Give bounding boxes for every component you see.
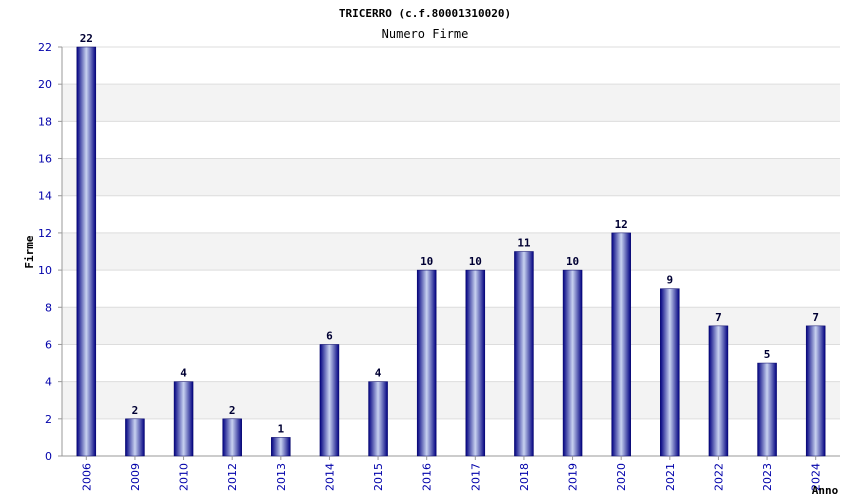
bar	[805, 325, 826, 457]
y-axis-ticks: 0 2 4 6 8 10 12 14 16 18 20 22	[38, 41, 62, 463]
bar	[368, 381, 388, 457]
x-tick-label: 2020	[615, 463, 628, 491]
data-label: 7	[812, 311, 819, 324]
y-tick-label: 18	[38, 115, 52, 128]
data-label: 1	[278, 422, 285, 435]
x-tick-label: 2024	[810, 463, 823, 491]
grid-lines	[62, 46, 840, 457]
data-label: 4	[180, 367, 187, 380]
grid-band	[62, 84, 840, 122]
chart-subtitle: Numero Firme	[382, 27, 469, 41]
chart-title: TRICERRO (c.f.80001310020)	[339, 7, 511, 20]
bar	[562, 269, 583, 457]
bar	[660, 288, 680, 457]
y-tick-label: 16	[38, 153, 52, 166]
y-tick-label: 0	[45, 450, 52, 463]
y-tick-label: 6	[45, 338, 52, 351]
data-label: 2	[229, 404, 236, 417]
data-label: 10	[566, 255, 579, 268]
x-tick-label: 2023	[761, 463, 774, 491]
x-tick-label: 2009	[129, 463, 142, 491]
bar	[271, 437, 291, 457]
bar	[416, 269, 437, 457]
x-tick-label: 2015	[372, 463, 385, 491]
bar	[222, 418, 242, 457]
x-tick-label: 2006	[80, 463, 93, 491]
bar	[757, 362, 777, 457]
x-axis-ticks: 2006 2009 2010 2012 2013 2014 2015 2016 2017 2018…	[80, 456, 823, 491]
data-label: 11	[517, 237, 531, 250]
x-tick-label: 2019	[567, 463, 580, 491]
data-label: 5	[764, 348, 771, 361]
y-tick-label: 8	[45, 301, 52, 314]
y-tick-label: 4	[45, 376, 52, 389]
y-tick-label: 22	[38, 41, 52, 54]
bars	[76, 46, 826, 457]
bar	[465, 269, 486, 457]
bar	[514, 251, 534, 457]
data-label: 22	[80, 32, 93, 45]
data-label: 10	[469, 255, 482, 268]
grid-band	[62, 158, 840, 196]
data-label: 2	[132, 404, 139, 417]
bar	[125, 418, 145, 457]
grid-band	[62, 232, 840, 271]
x-tick-label: 2018	[518, 463, 531, 491]
bar	[173, 381, 194, 457]
x-tick-label: 2012	[226, 463, 239, 491]
x-tick-label: 2013	[275, 463, 288, 491]
x-tick-label: 2022	[712, 463, 725, 491]
y-tick-label: 2	[45, 413, 52, 426]
y-tick-label: 10	[38, 264, 52, 277]
bar	[708, 325, 729, 457]
data-label: 4	[375, 367, 382, 380]
x-tick-label: 2014	[323, 463, 336, 491]
x-tick-label: 2021	[664, 463, 677, 491]
y-axis-label: Firme	[23, 235, 36, 268]
data-label: 7	[715, 311, 722, 324]
y-tick-label: 12	[38, 227, 52, 240]
data-label: 6	[326, 329, 333, 342]
x-tick-label: 2016	[421, 463, 434, 491]
data-label: 12	[615, 218, 628, 231]
bar	[611, 232, 631, 457]
x-tick-label: 2017	[469, 463, 482, 491]
y-tick-label: 14	[38, 190, 52, 203]
bar	[319, 344, 340, 457]
bar	[76, 46, 97, 457]
data-label: 10	[420, 255, 433, 268]
y-tick-label: 20	[38, 78, 52, 91]
x-tick-label: 2010	[178, 463, 191, 491]
x-axis-label: Anno	[812, 484, 839, 497]
data-label: 9	[667, 274, 674, 287]
